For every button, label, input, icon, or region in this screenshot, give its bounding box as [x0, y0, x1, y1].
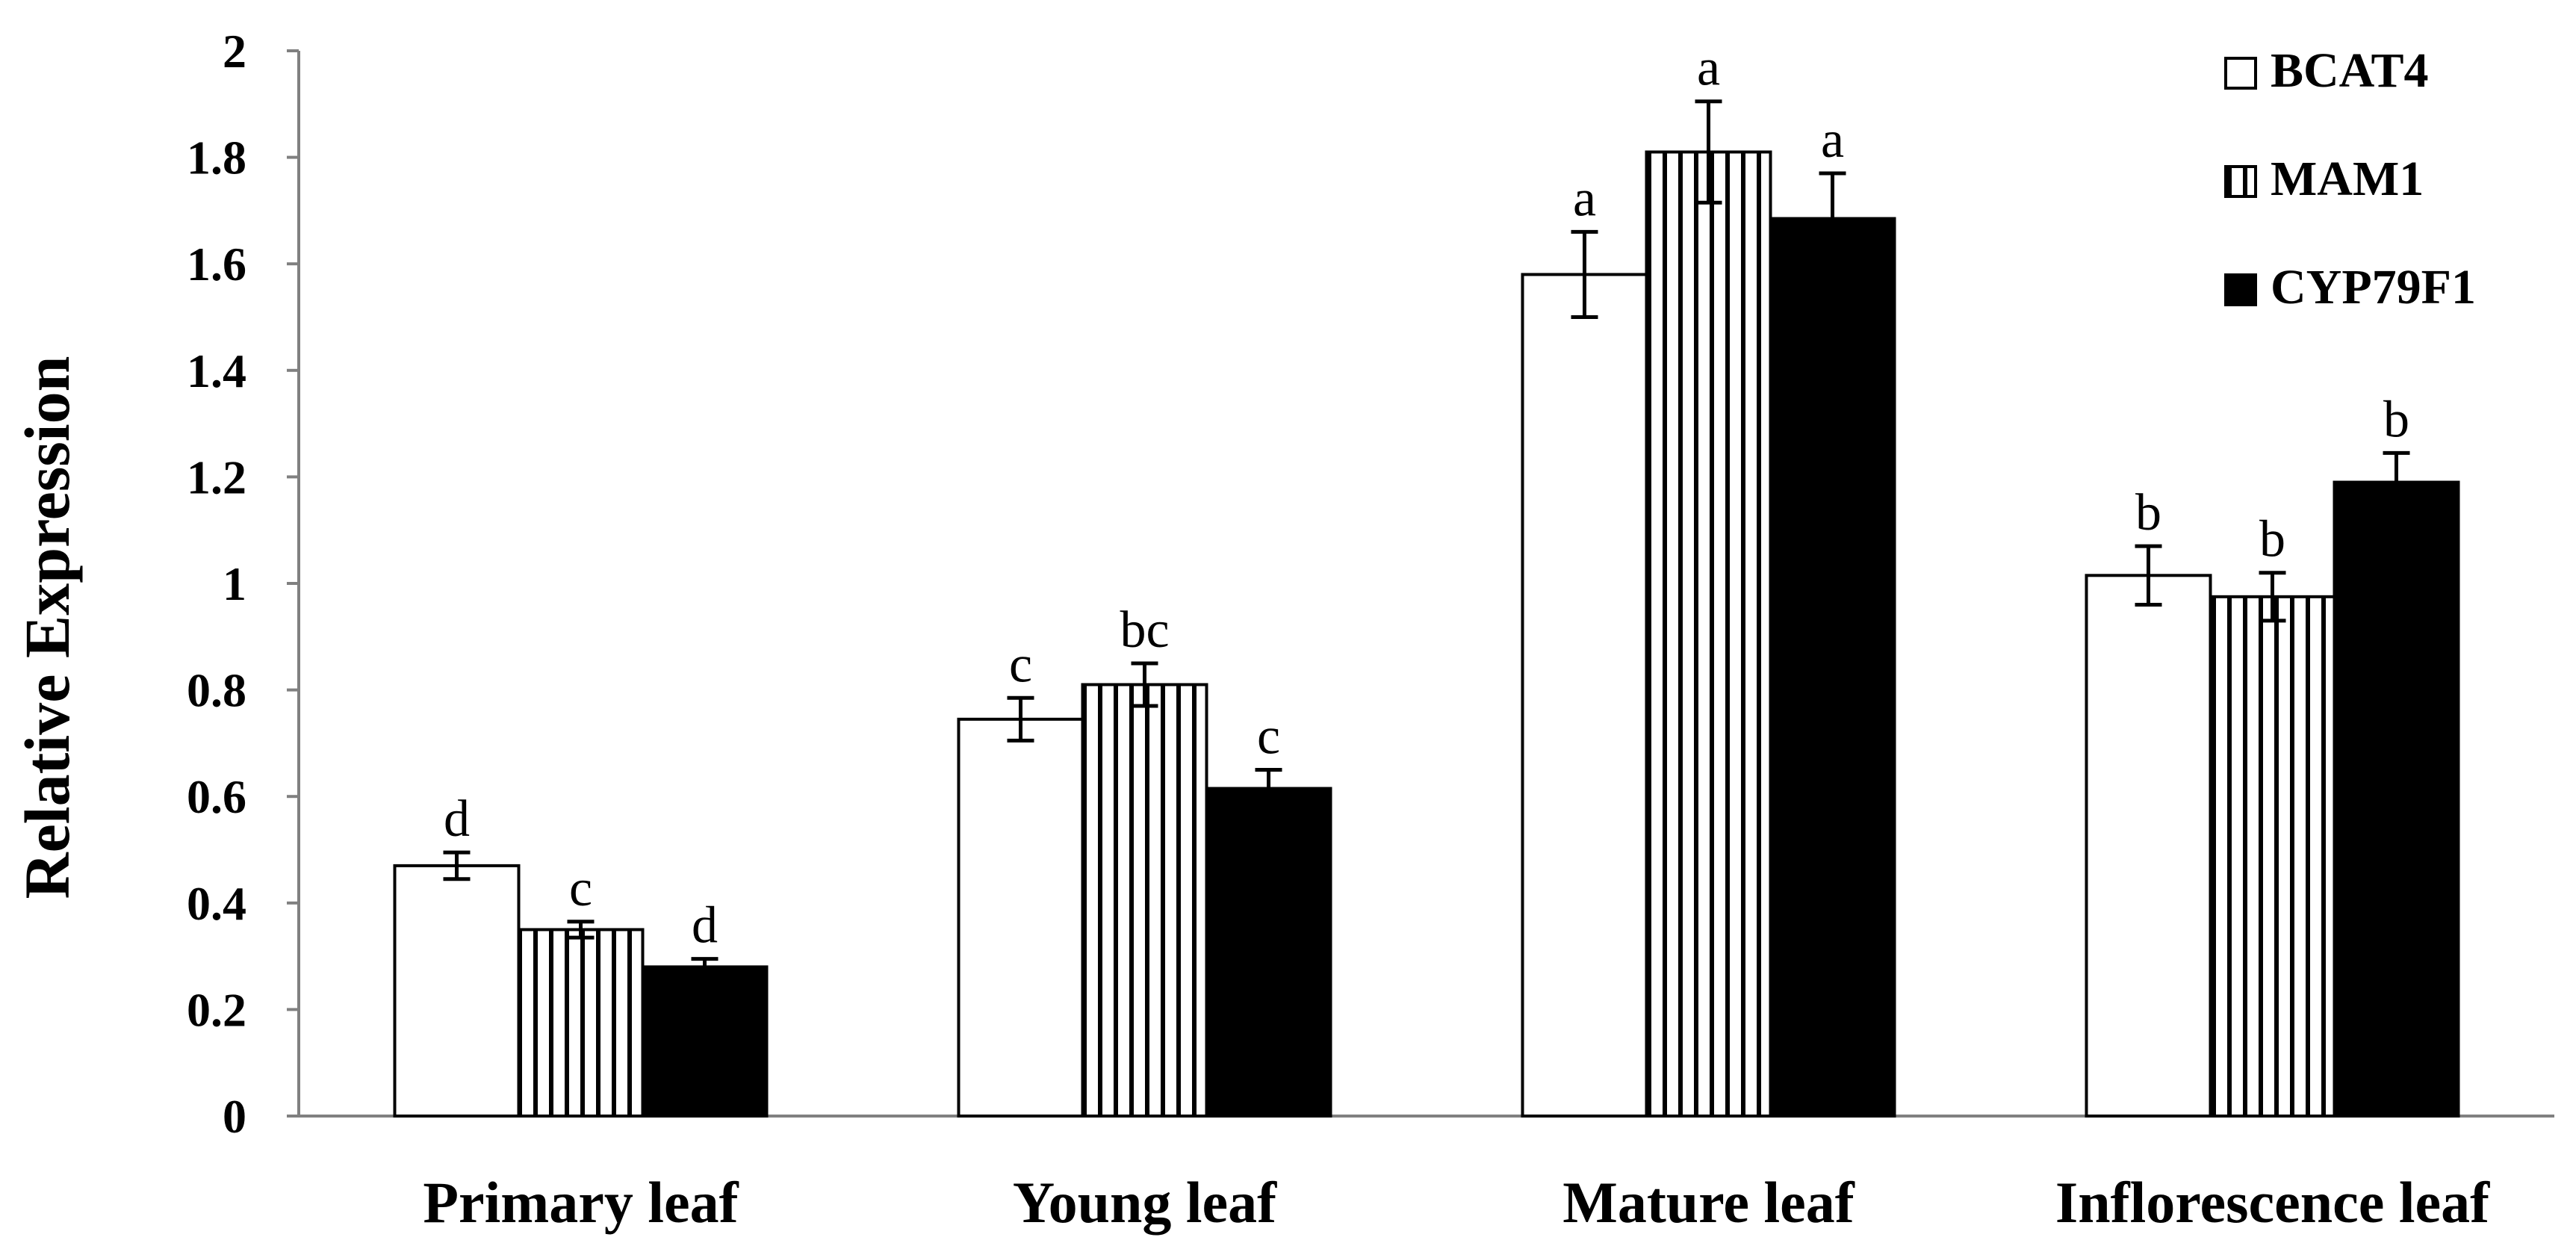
legend-item-bcat4: BCAT4	[2224, 43, 2428, 98]
y-axis-title: Relative Expression	[11, 356, 83, 899]
error-bar	[1695, 99, 1722, 205]
significance-letter: d	[444, 790, 470, 848]
bar-cyp79f1	[641, 965, 769, 1118]
x-category-label: Primary leaf	[423, 1170, 739, 1235]
y-tick-label: 1	[223, 557, 246, 610]
legend-swatch	[2224, 57, 2257, 90]
legend-swatch	[2224, 273, 2257, 306]
x-axis: Primary leaf Young leaf Mature leaf Inflore…	[299, 1115, 2554, 1235]
bar-mam1	[1081, 683, 1208, 1118]
x-category-label: Mature leaf	[1562, 1170, 1855, 1235]
error-bar	[1819, 171, 1846, 266]
legend-item-cyp79f1: CYP79F1	[2224, 260, 2476, 314]
legend-swatch	[2224, 165, 2257, 198]
error-bar	[1007, 695, 1034, 743]
y-tick-label: 1.6	[187, 238, 246, 291]
significance-letter: c	[569, 860, 592, 917]
error-bar	[443, 850, 471, 881]
error-bars	[443, 99, 2410, 977]
bar-mam1	[1645, 150, 1772, 1118]
significance-letter: d	[692, 897, 718, 955]
significance-letter: a	[1821, 111, 1844, 169]
bar-bcat4	[2085, 574, 2212, 1118]
bar-bcat4	[957, 717, 1084, 1118]
y-tick-label: 1.8	[187, 131, 246, 185]
legend-item-mam1: MAM1	[2224, 152, 2424, 206]
x-category-label: Young leaf	[1013, 1170, 1277, 1235]
error-bar	[2383, 450, 2410, 514]
error-bar	[691, 957, 719, 977]
y-tick-label: 2	[223, 25, 246, 78]
y-axis: 0 0.2 0.4 0.6 0.8 1 1.2 1.4 1.6 1.8 2	[187, 25, 300, 1143]
y-tick-label: 1.4	[187, 344, 246, 397]
bar-mam1	[517, 928, 645, 1118]
legend-label: MAM1	[2271, 152, 2424, 206]
significance-letters: d c d c bc c a a a b b b	[444, 40, 2409, 955]
y-tick-label: 0.2	[187, 983, 246, 1036]
legend-label: CYP79F1	[2271, 260, 2476, 314]
bar-mam1	[2209, 595, 2336, 1118]
bars	[393, 150, 2460, 1118]
significance-letter: b	[2135, 484, 2161, 542]
error-bar	[567, 920, 595, 940]
y-tick-label: 0.4	[187, 877, 246, 930]
bar-bcat4	[1521, 273, 1648, 1118]
bar-cyp79f1	[1205, 787, 1332, 1118]
y-tick-label: 1.2	[187, 450, 246, 503]
bar-cyp79f1	[1769, 217, 1896, 1118]
error-bar	[1131, 661, 1158, 708]
significance-letter: b	[2259, 511, 2285, 568]
significance-letter: b	[2383, 391, 2409, 448]
significance-letter: c	[1009, 636, 1032, 693]
significance-letter: c	[1257, 708, 1280, 766]
legend-label: BCAT4	[2271, 43, 2428, 98]
error-bar	[2135, 544, 2162, 607]
significance-letter: bc	[1120, 601, 1169, 659]
bar-cyp79f1	[2333, 480, 2460, 1118]
error-bar	[2259, 571, 2286, 623]
y-tick-label: 0.6	[187, 770, 246, 823]
error-bar	[1255, 768, 1282, 809]
legend: BCAT4 MAM1 CYP79F1	[2224, 43, 2476, 314]
error-bar	[1571, 229, 1598, 319]
x-category-label: Inflorescence leaf	[2055, 1170, 2490, 1235]
significance-letter: a	[1697, 40, 1720, 97]
significance-letter: a	[1573, 170, 1596, 227]
bar-bcat4	[393, 864, 521, 1118]
y-tick-label: 0	[223, 1090, 246, 1143]
y-tick-label: 0.8	[187, 664, 246, 717]
